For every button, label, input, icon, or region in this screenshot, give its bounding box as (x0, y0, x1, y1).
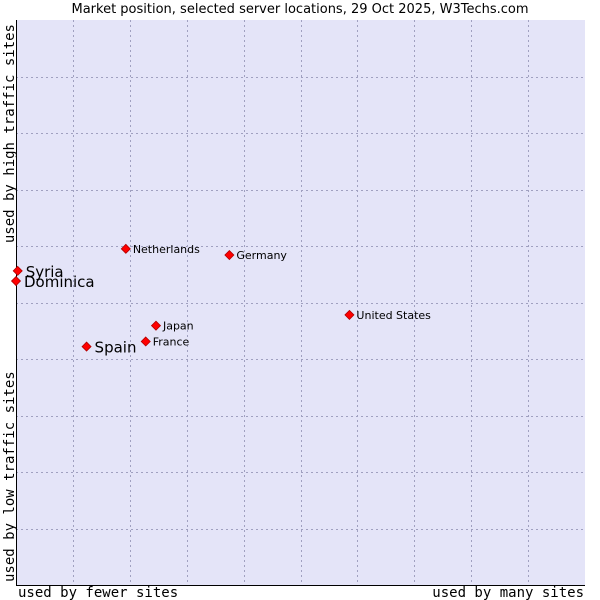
data-point: Japan (150, 320, 194, 333)
point-marker (344, 309, 355, 320)
x-axis-label-high: used by many sites (432, 585, 584, 600)
data-point: Spain (81, 339, 137, 357)
point-label: United States (356, 309, 431, 322)
axis-labels: used by fewer sites used by many sites use… (2, 24, 584, 600)
data-point: Syria (12, 263, 64, 281)
data-point: Netherlands (120, 243, 200, 256)
point-label: Netherlands (133, 243, 200, 256)
data-point: France (140, 335, 190, 348)
point-label: Japan (162, 320, 194, 333)
data-point: United States (344, 309, 431, 322)
point-label: Syria (26, 263, 64, 281)
data-point: Dominica (10, 273, 95, 291)
y-axis-label-high: used by high traffic sites (2, 24, 18, 243)
plot-area (16, 20, 585, 585)
point-label: Germany (236, 249, 287, 262)
point-label: France (153, 335, 190, 348)
point-marker (150, 320, 162, 331)
point-marker (12, 265, 23, 276)
point-marker (10, 275, 22, 287)
data-point: Germany (224, 249, 287, 262)
point-label: Spain (95, 339, 137, 357)
point-label: Dominica (24, 273, 95, 291)
point-marker (81, 341, 92, 352)
point-marker (140, 336, 151, 347)
point-marker (224, 249, 235, 261)
axes (16, 20, 585, 586)
chart-title: Market position, selected server locatio… (71, 2, 529, 17)
x-axis-label-low: used by fewer sites (18, 585, 178, 600)
point-marker (120, 243, 131, 254)
y-axis-label-low: used by low traffic sites (2, 371, 18, 582)
grid-lines (16, 20, 585, 585)
